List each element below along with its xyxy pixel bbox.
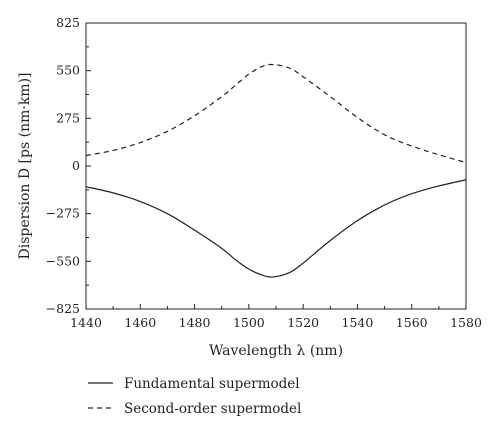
y-tick-label: −825 (46, 301, 80, 316)
legend-label-second-order: Second-order supermodel (124, 401, 301, 417)
x-axis-ticks: 1440 1460 1480 1500 1520 1540 1560 1580 (70, 304, 482, 330)
series-layer (85, 63, 467, 278)
series-line-second-order (85, 63, 467, 164)
x-tick-label: 1500 (233, 315, 265, 330)
x-tick-label: 1520 (287, 315, 319, 330)
series-line-fundamental (85, 179, 467, 278)
x-axis-title: Wavelength λ (nm) (209, 343, 343, 359)
y-tick-label: 275 (56, 110, 80, 125)
x-tick-label: 1580 (450, 315, 482, 330)
y-tick-label: 550 (56, 63, 80, 78)
x-tick-label: 1440 (70, 315, 102, 330)
y-tick-label: 825 (56, 15, 80, 30)
legend: Fundamental supermodel Second-order supe… (88, 376, 301, 417)
x-tick-label: 1540 (342, 315, 374, 330)
legend-label-fundamental: Fundamental supermodel (124, 376, 300, 392)
y-tick-label: −550 (46, 253, 80, 268)
y-axis-ticks: 825 550 275 0 −275 −550 −825 (46, 15, 91, 316)
y-tick-label: 0 (72, 158, 80, 173)
y-tick-label: −275 (46, 206, 80, 221)
x-tick-label: 1560 (396, 315, 428, 330)
plot-frame (85, 22, 467, 310)
x-tick-label: 1460 (124, 315, 156, 330)
x-tick-label: 1480 (179, 315, 211, 330)
y-axis-title: Dispersion D [ps (nm·km)] (17, 72, 33, 259)
